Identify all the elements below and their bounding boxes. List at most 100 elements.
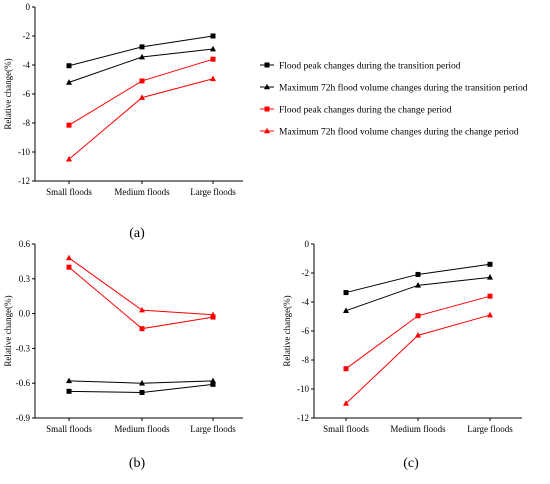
triangle-marker-icon bbox=[264, 127, 270, 134]
series-2 bbox=[66, 377, 216, 386]
series-line bbox=[345, 263, 491, 294]
series-line bbox=[68, 58, 214, 126]
data-point bbox=[139, 94, 145, 100]
x-tick-label: Small floods bbox=[46, 187, 92, 197]
y-tick-label: 0.0 bbox=[19, 309, 31, 319]
series-2 bbox=[343, 274, 493, 313]
y-axis-title: Relative change(%) bbox=[282, 295, 292, 366]
x-tick-label: Large floods bbox=[190, 187, 236, 197]
y-tick-label: -6 bbox=[302, 326, 310, 336]
square-marker-icon bbox=[264, 62, 270, 68]
data-point bbox=[210, 377, 216, 384]
y-axis-title: Relative change(%) bbox=[3, 58, 13, 129]
data-point bbox=[66, 388, 72, 394]
panel-label: (b) bbox=[129, 456, 146, 471]
data-point bbox=[210, 311, 216, 318]
x-tick-label: Medium floods bbox=[114, 187, 170, 197]
data-point bbox=[66, 254, 72, 261]
data-point bbox=[487, 293, 493, 299]
x-tick-label: Large floods bbox=[467, 424, 513, 434]
x-tick-label: Medium floods bbox=[114, 424, 170, 434]
series-1 bbox=[66, 381, 216, 395]
y-tick-label: -0.9 bbox=[16, 413, 31, 423]
series-1 bbox=[343, 261, 493, 296]
triangle-marker-icon bbox=[264, 83, 270, 90]
series-4 bbox=[66, 254, 216, 318]
x-tick-label: Small floods bbox=[46, 424, 92, 434]
data-point bbox=[139, 379, 145, 386]
y-tick-label: -8 bbox=[302, 355, 310, 365]
data-point bbox=[66, 79, 72, 85]
legend-label: Maximum 72h flood volume changes during … bbox=[279, 83, 528, 94]
data-point bbox=[415, 332, 421, 338]
panel-label: (a) bbox=[129, 226, 145, 241]
series-3 bbox=[66, 264, 216, 332]
x-tick-label: Large floods bbox=[190, 424, 236, 434]
y-tick-label: -10 bbox=[18, 147, 30, 157]
data-point bbox=[487, 274, 493, 280]
data-point bbox=[343, 366, 349, 372]
data-point bbox=[66, 377, 72, 384]
data-point bbox=[210, 45, 216, 52]
series-1 bbox=[66, 33, 216, 69]
data-point bbox=[210, 56, 216, 62]
legend-item: Maximum 72h flood volume changes during … bbox=[260, 83, 528, 94]
y-tick-label: 0.6 bbox=[19, 239, 31, 249]
series-line bbox=[345, 314, 491, 404]
series-4 bbox=[66, 75, 216, 162]
legend-item: Maximum 72h flood volume changes during … bbox=[260, 127, 519, 138]
legend-label: Flood peak changes during the change per… bbox=[279, 106, 452, 116]
data-point bbox=[139, 389, 145, 395]
y-tick-label: -4 bbox=[23, 60, 31, 70]
y-tick-label: -12 bbox=[297, 413, 309, 423]
x-tick-label: Medium floods bbox=[390, 424, 446, 434]
y-tick-label: -2 bbox=[302, 268, 310, 278]
series-line bbox=[68, 35, 214, 67]
series-line bbox=[68, 257, 214, 316]
series-line bbox=[68, 78, 214, 160]
series-line bbox=[68, 266, 214, 330]
data-point bbox=[139, 326, 145, 332]
y-tick-label: -8 bbox=[23, 118, 31, 128]
data-point bbox=[210, 75, 216, 82]
data-point bbox=[139, 78, 145, 84]
data-point bbox=[210, 381, 216, 387]
y-tick-label: 0.3 bbox=[19, 274, 31, 284]
series-3 bbox=[343, 293, 493, 372]
data-point bbox=[343, 400, 349, 406]
series-2 bbox=[66, 45, 216, 85]
data-point bbox=[139, 44, 145, 50]
data-point bbox=[139, 306, 145, 313]
legend-item: Flood peak changes during the transition… bbox=[260, 62, 461, 72]
y-tick-label: -0.3 bbox=[16, 343, 31, 353]
data-point bbox=[415, 271, 421, 277]
chart-panel-3: -12 -10 -8 -6 -4 -2 0 Small floods Medium floods… bbox=[282, 239, 522, 471]
panel-label: (c) bbox=[403, 456, 419, 471]
data-point bbox=[343, 307, 349, 313]
data-point bbox=[487, 261, 493, 267]
y-tick-label: -6 bbox=[23, 89, 31, 99]
y-tick-label: 0 bbox=[26, 2, 31, 12]
y-axis-title: Relative change(%) bbox=[3, 295, 13, 366]
y-tick-label: -12 bbox=[18, 176, 30, 186]
legend-label: Maximum 72h flood volume changes during … bbox=[279, 127, 519, 138]
legend-item: Flood peak changes during the change per… bbox=[260, 106, 452, 116]
data-point bbox=[139, 53, 145, 60]
chart-panel-1: -12 -10 -8 -6 -4 -2 0 Small floods Medium floods… bbox=[3, 2, 243, 241]
y-tick-label: -0.6 bbox=[16, 378, 31, 388]
data-point bbox=[210, 33, 216, 39]
series-3 bbox=[66, 56, 216, 128]
y-tick-label: -10 bbox=[297, 384, 309, 394]
data-point bbox=[66, 155, 72, 162]
square-marker-icon bbox=[264, 106, 270, 112]
chart-panel-2: -0.9 -0.6 -0.3 0.0 0.3 0.6 Small floods Medium … bbox=[3, 239, 243, 471]
y-tick-label: 0 bbox=[305, 239, 310, 249]
data-point bbox=[415, 313, 421, 319]
data-point bbox=[66, 122, 72, 128]
data-point bbox=[415, 282, 421, 288]
series-4 bbox=[343, 311, 493, 406]
data-point bbox=[210, 314, 216, 320]
data-point bbox=[343, 290, 349, 296]
legend-label: Flood peak changes during the transition… bbox=[279, 62, 461, 72]
